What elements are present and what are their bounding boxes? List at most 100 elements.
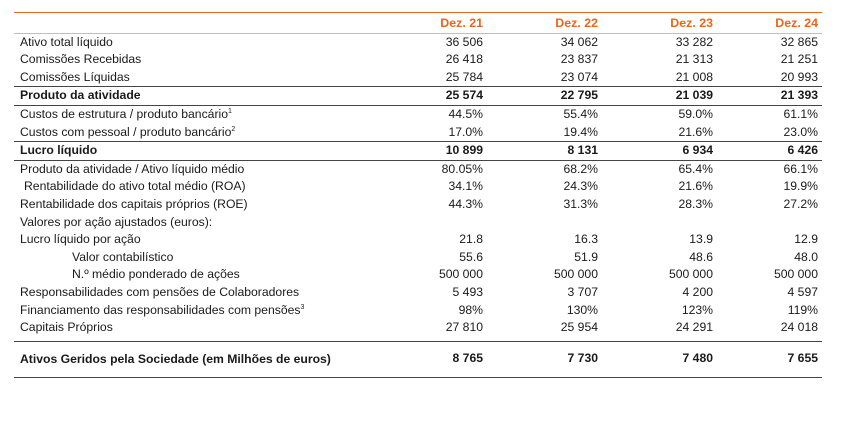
row-label-text: Rentabilidade dos capitais próprios (ROE… <box>20 196 248 211</box>
row-label-text: Capitais Próprios <box>20 320 113 335</box>
row-label: Comissões Líquidas <box>14 69 372 87</box>
cell-value: 23 837 <box>560 52 598 67</box>
table-row: N.º médio ponderado de ações 500 000 500 0… <box>14 266 822 284</box>
cell-value <box>717 214 822 232</box>
cell-value: 48.6 <box>689 249 713 264</box>
cell-value: 5 493 <box>452 284 484 299</box>
table-row: Rentabilidade do ativo total médio (ROA)… <box>14 178 822 196</box>
table-row: Lucro líquido por ação 21.8 16.3 13.9 12.9 <box>14 231 822 249</box>
cell-value: 26 418 <box>445 52 483 67</box>
header-row: Dez. 21 Dez. 22 Dez. 23 Dez. 24 <box>14 15 822 34</box>
cell-value: 7 730 <box>567 350 599 365</box>
cell-value: 28.3% <box>678 196 713 211</box>
table-row: Ativo total líquido 36 506 34 062 33 282 32 … <box>14 33 822 51</box>
row-label: Financiamento das responsabilidades com … <box>14 302 372 320</box>
row-label: Lucro líquido por ação <box>14 231 372 249</box>
table-row: Rentabilidade dos capitais próprios (ROE… <box>14 196 822 214</box>
table-row: Produto da atividade / Ativo líquido méd… <box>14 160 822 178</box>
column-header: Dez. 22 <box>487 15 602 34</box>
cell-value: 23.0% <box>783 124 818 139</box>
cell-value: 8 131 <box>487 141 602 161</box>
cell-value: 500 000 <box>553 267 598 282</box>
row-label: N.º médio ponderado de ações <box>14 266 372 284</box>
table-row: Responsabilidades com pensões de Colabor… <box>14 284 822 302</box>
cell-value: 59.0% <box>678 106 713 121</box>
financial-table-container: Dez. 21 Dez. 22 Dez. 23 Dez. 24 Ativo to… <box>14 12 822 378</box>
cell-value: 119% <box>787 302 818 317</box>
row-label-text: Lucro líquido <box>20 143 98 158</box>
cell-value: 21.6% <box>678 124 713 139</box>
row-label: Produto da atividade / Ativo líquido méd… <box>14 160 372 178</box>
cell-value: 36 506 <box>445 34 483 49</box>
row-label: Valor contabilístico <box>14 249 372 267</box>
cell-value: 21 313 <box>675 52 713 67</box>
cell-value: 8 765 <box>452 350 484 365</box>
cell-value: 12.9 <box>794 232 818 247</box>
footnote-marker: 2 <box>231 125 236 133</box>
cell-value: 21 251 <box>780 52 818 67</box>
cell-value: 24.3% <box>563 179 598 194</box>
cell-value <box>487 214 602 232</box>
row-label: Capitais Próprios <box>14 319 372 337</box>
cell-value: 500 000 <box>438 267 483 282</box>
footnote-marker: 3 <box>300 303 305 311</box>
table-row: Custos de estrutura / produto bancário1 4… <box>14 105 822 123</box>
cell-value: 32 865 <box>780 34 818 49</box>
row-label: Rentabilidade dos capitais próprios (ROE… <box>14 196 372 214</box>
cell-value: 25 574 <box>372 86 487 106</box>
cell-value: 10 899 <box>372 141 487 161</box>
row-label: Custos com pessoal / produto bancário2 <box>14 124 372 142</box>
assets-managed-row: Ativos Geridos pela Sociedade (em Milhõe… <box>14 341 822 376</box>
cell-value: 48.0 <box>794 249 818 264</box>
column-header: Dez. 24 <box>717 15 822 34</box>
row-label-text: Custos de estrutura / produto bancário <box>20 106 228 121</box>
column-header: Dez. 23 <box>602 15 717 34</box>
cell-value: 55.4% <box>563 106 598 121</box>
cell-value: 55.6 <box>459 249 483 264</box>
row-label-text: N.º médio ponderado de ações <box>72 267 240 282</box>
cell-value: 34.1% <box>448 179 483 194</box>
cell-value: 68.2% <box>563 161 598 176</box>
spacer-row <box>14 336 822 342</box>
row-label-text: Custos com pessoal / produto bancário <box>20 124 232 139</box>
cell-value: 27 810 <box>445 320 483 335</box>
table-row: Financiamento das responsabilidades com … <box>14 302 822 320</box>
cell-value: 6 426 <box>717 141 822 161</box>
cell-value: 23 074 <box>560 69 598 84</box>
cell-value: 44.5% <box>448 106 483 121</box>
cell-value: 31.3% <box>563 196 598 211</box>
table-row: Valor contabilístico 55.6 51.9 48.6 48.0 <box>14 249 822 267</box>
cell-value: 130% <box>566 302 598 317</box>
cell-value: 24 291 <box>675 320 713 335</box>
cell-value: 13.9 <box>689 232 713 247</box>
cell-value: 61.1% <box>783 106 818 121</box>
cell-value: 500 000 <box>773 267 818 282</box>
row-label-text: Financiamento das responsabilidades com … <box>20 302 301 317</box>
footnote-marker: 1 <box>228 107 232 115</box>
cell-value: 25 784 <box>445 69 483 84</box>
cell-value: 7 480 <box>682 350 714 365</box>
cell-value <box>602 214 717 232</box>
row-label: Ativo total líquido <box>14 33 372 51</box>
cell-value: 21.6% <box>678 179 713 194</box>
cell-value: 65.4% <box>678 161 713 176</box>
cell-value: 20 993 <box>780 69 818 84</box>
row-label-text: Responsabilidades com pensões de Colabor… <box>20 284 300 299</box>
cell-value: 66.1% <box>783 161 818 176</box>
table-row: Comissões Líquidas 25 784 23 074 21 008 20 9… <box>14 69 822 87</box>
financial-indicators-table: Dez. 21 Dez. 22 Dez. 23 Dez. 24 Ativo to… <box>14 15 822 378</box>
row-label: Produto da atividade <box>14 86 372 106</box>
cell-value: 27.2% <box>783 196 818 211</box>
row-label-text: Produto da atividade / Ativo líquido méd… <box>20 161 245 176</box>
table-body: Ativo total líquido 36 506 34 062 33 282 32 … <box>14 33 822 378</box>
cell-value: 44.3% <box>448 196 483 211</box>
cell-value: 98% <box>458 302 483 317</box>
cell-value: 3 707 <box>567 284 599 299</box>
cell-value: 4 597 <box>787 284 819 299</box>
cell-value: 21 039 <box>602 86 717 106</box>
cell-value: 19.4% <box>563 124 598 139</box>
table-row: Lucro líquido 10 899 8 131 6 934 6 426 <box>14 141 822 161</box>
row-label: Custos de estrutura / produto bancário1 <box>14 105 372 123</box>
cell-value: 21.8 <box>459 232 483 247</box>
table-row: Comissões Recebidas 26 418 23 837 21 313 21 … <box>14 51 822 69</box>
